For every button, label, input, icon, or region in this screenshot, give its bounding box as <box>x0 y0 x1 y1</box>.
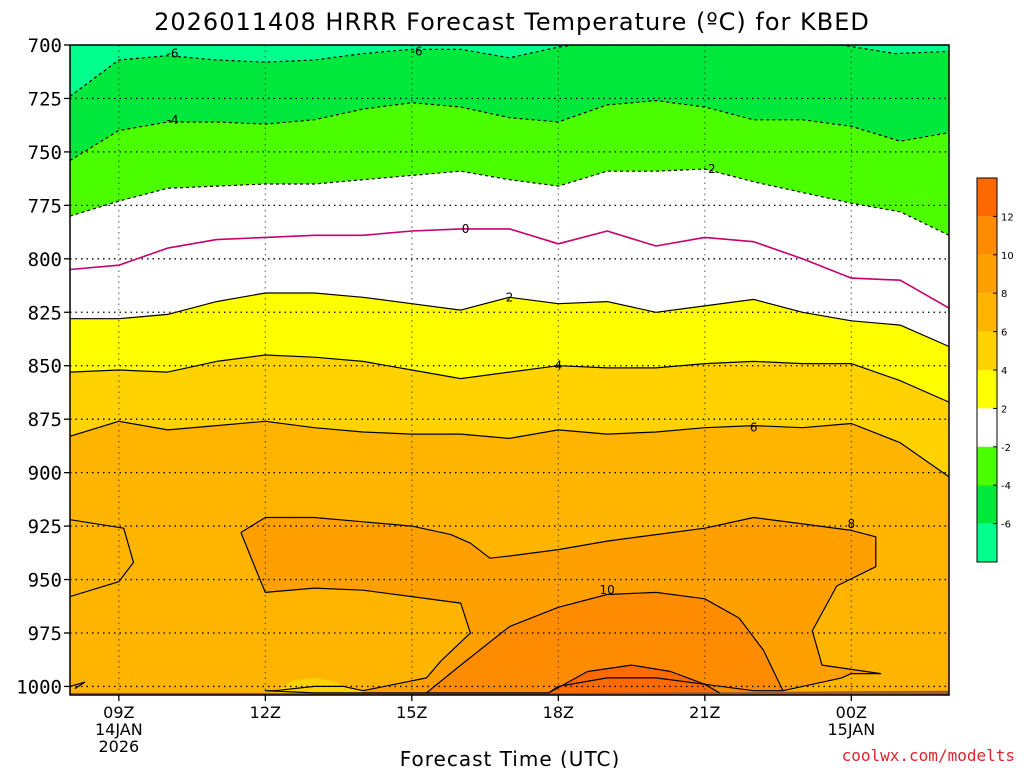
warm-pocket-3 <box>548 665 720 693</box>
x-tick-label: 2026 <box>98 737 139 756</box>
contour-label: -6 <box>167 47 179 61</box>
temperature-bands <box>70 45 949 695</box>
contour-8-8 <box>240 516 882 694</box>
colorbar-label: 4 <box>1001 366 1007 377</box>
contour-minus4-1 <box>70 99 949 162</box>
contour-0-3 <box>70 228 949 309</box>
y-tick-label: 925 <box>28 516 62 538</box>
colorbar-label: -4 <box>1001 481 1011 492</box>
x-tick-label: 21Z <box>689 703 720 722</box>
y-axis: 700 725 750 775 800 825 850 875 900 925 950 975 1000 <box>16 35 70 698</box>
colorbar-band <box>977 178 997 217</box>
contour-label: 10 <box>600 583 615 597</box>
contour-label: -4 <box>167 113 179 127</box>
x-tick-label: 12Z <box>250 703 281 722</box>
colorbar-label: 8 <box>1001 289 1007 300</box>
contour-12-10 <box>548 664 720 694</box>
x-axis-label: Forecast Time (UTC) <box>400 747 621 768</box>
colorbar-band <box>977 254 997 294</box>
y-tick-label: 700 <box>28 35 62 57</box>
y-tick-label: 750 <box>28 142 62 164</box>
contour-labels: -6 -6 -4 -2 0 2 4 6 8 10 <box>167 44 856 597</box>
contour-label: 4 <box>555 359 563 373</box>
x-tick-label: 15JAN <box>827 720 875 739</box>
y-tick-label: 950 <box>28 570 62 592</box>
x-tick-label: 09Z <box>103 703 134 722</box>
x-tick-label: 00Z <box>836 703 867 722</box>
contour-8-11 <box>70 681 86 690</box>
contour-label: 8 <box>848 517 856 531</box>
band-minus6-to-minus4 <box>70 45 949 161</box>
warm-pocket-4 <box>275 677 363 693</box>
y-tick-label: 1000 <box>16 676 62 698</box>
contour-10-9 <box>426 591 784 694</box>
y-tick-label: 900 <box>28 463 62 485</box>
colorbar-band <box>977 485 997 524</box>
colorbar-band <box>977 370 997 409</box>
colorbar-band <box>977 446 997 486</box>
x-tick-label: 18Z <box>543 703 574 722</box>
contour-2-4 <box>70 292 949 348</box>
colorbar: 12 10 8 6 4 2 -2 -4 -6 <box>976 177 1014 563</box>
y-tick-label: 875 <box>28 409 62 431</box>
contour-6-6 <box>70 420 949 478</box>
ground-fill <box>70 690 949 695</box>
y-tick-label: 850 <box>28 356 62 378</box>
ground-surface <box>70 690 949 695</box>
contour-label: -6 <box>411 44 423 58</box>
colorbar-label: 6 <box>1001 328 1007 339</box>
colorbar-label: 10 <box>1001 251 1014 262</box>
y-tick-label: 800 <box>28 249 62 271</box>
colorbar-band <box>977 293 997 332</box>
x-tick-label: 14JAN <box>95 720 143 739</box>
y-tick-label: 825 <box>28 302 62 324</box>
y-tick-label: 725 <box>28 88 62 110</box>
contour-minus2-2 <box>70 168 949 236</box>
colorbar-label: 12 <box>1001 212 1014 223</box>
contour-label: -2 <box>704 162 716 176</box>
contour-minus6-0 <box>70 45 949 97</box>
contour-8-7 <box>70 519 135 598</box>
colorbar-band <box>977 216 997 255</box>
colorbar-label: -6 <box>1001 520 1011 531</box>
credit-text: coolwx.com/modelts <box>842 746 1015 765</box>
contour-lines <box>70 45 949 694</box>
contour-label: 0 <box>462 222 470 236</box>
colorbar-label: 2 <box>1001 404 1007 415</box>
colorbar-band <box>977 331 997 370</box>
y-tick-label: 975 <box>28 623 62 645</box>
y-tick-label: 775 <box>28 195 62 217</box>
contour-4-5 <box>70 354 949 403</box>
warm-pocket-2 <box>426 592 783 693</box>
warm-pocket-0 <box>70 519 134 693</box>
x-tick-label: 15Z <box>396 703 427 722</box>
chart-title: 2026011408 HRRR Forecast Temperature (ºC… <box>154 8 870 36</box>
band-minus8-to-minus6 <box>70 45 949 97</box>
plot-area: -6 -6 -4 -2 0 2 4 6 8 10 <box>69 44 950 696</box>
colorbar-band <box>977 523 997 562</box>
colorbar-band <box>977 408 997 447</box>
colorbar-label: -2 <box>1001 443 1011 454</box>
contour-label: 2 <box>506 290 514 304</box>
contour-label: 6 <box>750 421 758 435</box>
plot-frame <box>69 44 950 696</box>
